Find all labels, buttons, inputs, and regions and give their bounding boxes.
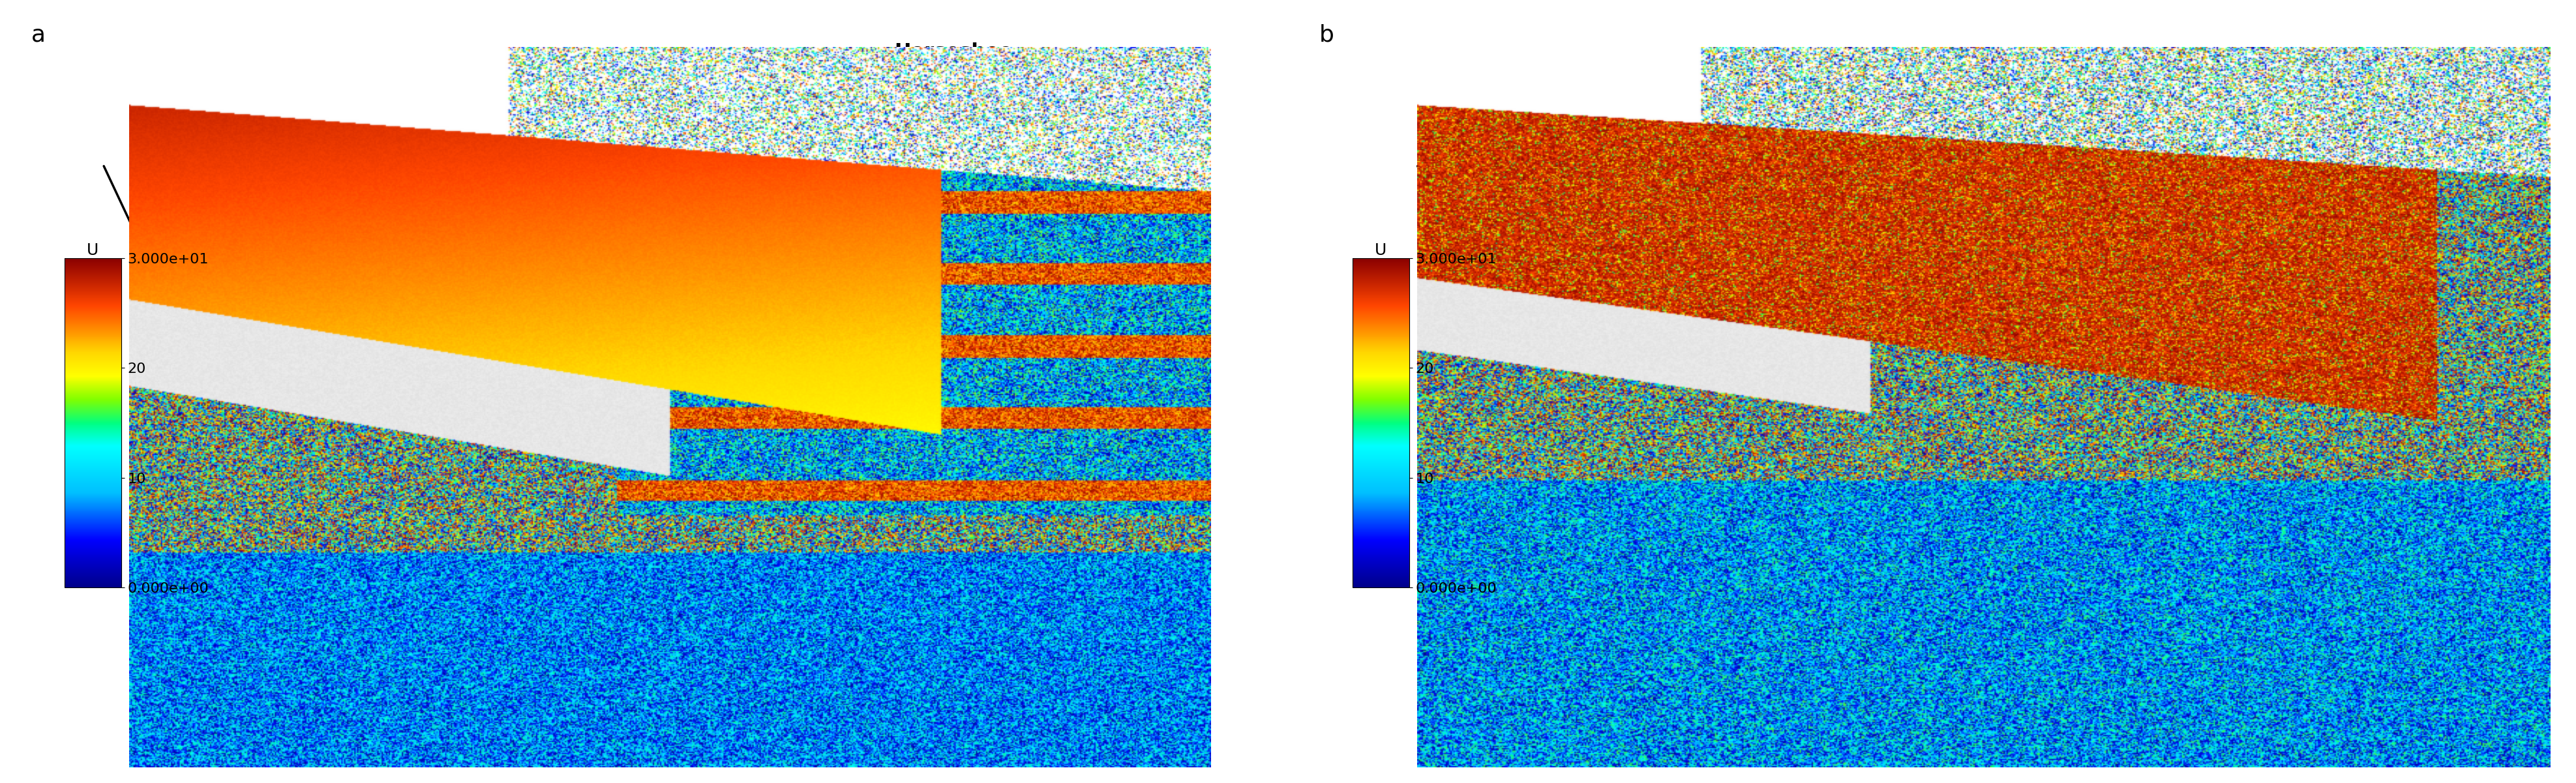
Text: Horseshoe
vortex: Horseshoe vortex	[894, 42, 1012, 83]
Text: Trip: Trip	[2221, 69, 2262, 88]
Text: b: b	[1319, 23, 1334, 45]
Title: U: U	[88, 243, 98, 258]
Text: Flow direction: Flow direction	[139, 104, 299, 123]
Text: TLV: TLV	[1074, 335, 1115, 354]
Text: Flow direction: Flow direction	[1453, 104, 1613, 123]
Text: a: a	[31, 23, 46, 45]
Title: U: U	[1376, 243, 1386, 258]
